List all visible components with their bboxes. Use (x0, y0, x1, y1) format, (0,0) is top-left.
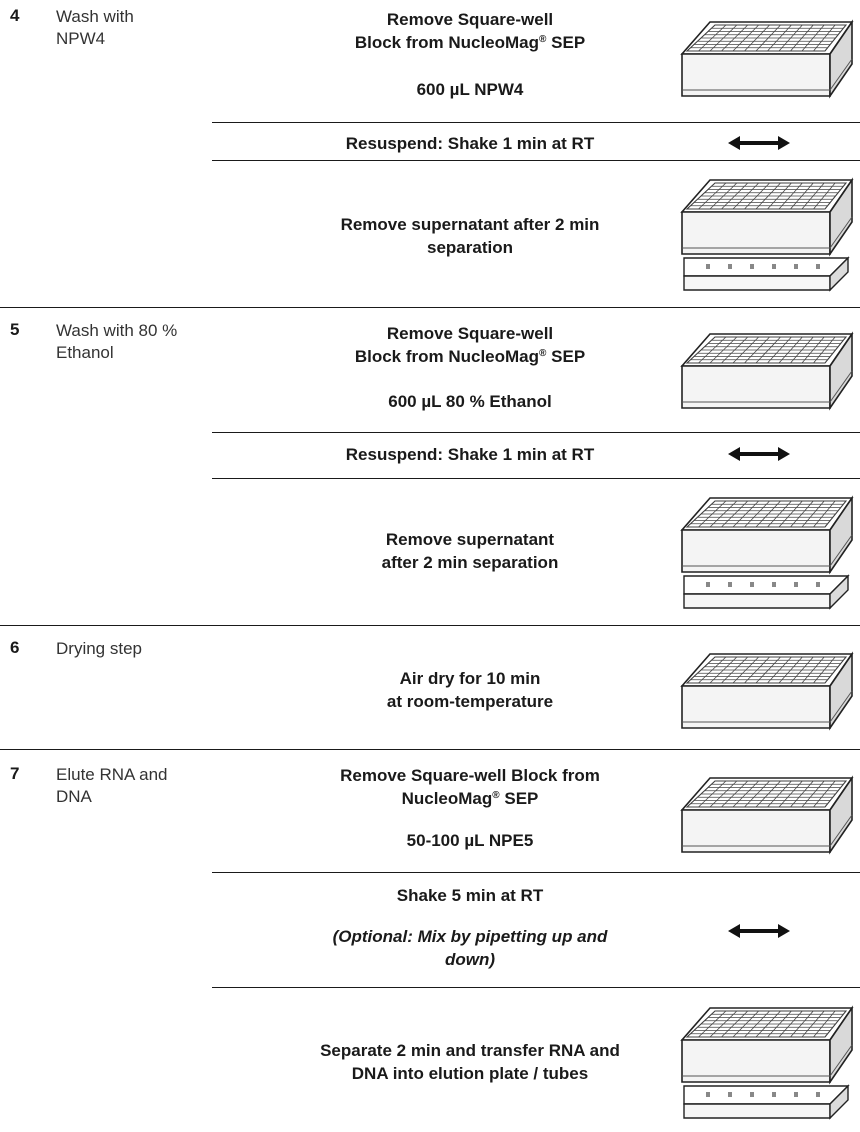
plate-on-magnetic-separator-icon (676, 172, 858, 301)
step-5-number: 5 (10, 320, 20, 339)
step-4-resuspend: Resuspend: Shake 1 min at RT (345, 134, 595, 153)
step-5-name: Wash with 80 % Ethanol (56, 321, 178, 362)
step-separator (0, 749, 860, 750)
step-5-resuspend: Resuspend: Shake 1 min at RT (345, 445, 595, 464)
step-6-number: 6 (10, 638, 20, 657)
divider (212, 432, 860, 433)
step-5-add-reagent: 600 µL 80 % Ethanol (388, 392, 552, 411)
step-4-remove-instruction: Remove Square-well Block from NucleoMag®… (354, 10, 586, 52)
step-6-name: Drying step (56, 639, 142, 658)
double-arrow-shake-icon (728, 447, 790, 461)
plate-svg (680, 19, 854, 99)
step-5-remove-instruction: Remove Square-well Block from NucleoMag®… (354, 324, 586, 366)
step-separator (0, 307, 860, 308)
step-7-optional-mix: (Optional: Mix by pipetting up and down) (332, 927, 608, 969)
step-7-number: 7 (10, 764, 20, 783)
divider (212, 872, 860, 873)
step-7-shake: Shake 5 min at RT (396, 886, 544, 905)
divider (212, 987, 860, 988)
step-4-remove-supernatant: Remove supernatant after 2 min separatio… (340, 215, 600, 257)
plate-on-magnetic-separator-icon (676, 490, 858, 619)
step-separator (0, 625, 860, 626)
step-7-add-reagent: 50-100 µL NPE5 (406, 831, 534, 850)
step-4-name: Wash with NPW4 (56, 7, 134, 48)
square-well-block-icon (676, 320, 858, 425)
step-7-remove-instruction: Remove Square-well Block from NucleoMag®… (340, 766, 600, 808)
double-arrow-shake-icon (728, 136, 790, 150)
square-well-block-icon (676, 640, 858, 745)
step-5-remove-supernatant: Remove supernatant after 2 min separatio… (381, 530, 559, 572)
step-7-separate-transfer: Separate 2 min and transfer RNA and DNA … (320, 1041, 620, 1083)
step-4-number: 4 (10, 6, 20, 25)
step-7-name: Elute RNA and DNA (56, 765, 168, 806)
step-4-add-reagent: 600 µL NPW4 (416, 80, 524, 99)
plate-on-magnetic-separator-icon (676, 1000, 858, 1129)
double-arrow-shake-icon (728, 924, 790, 938)
divider (212, 478, 860, 479)
step-6-air-dry: Air dry for 10 min at room-temperature (386, 669, 554, 711)
square-well-block-icon (676, 764, 858, 869)
square-well-block-icon (676, 8, 858, 113)
divider (212, 122, 860, 123)
divider (212, 160, 860, 161)
